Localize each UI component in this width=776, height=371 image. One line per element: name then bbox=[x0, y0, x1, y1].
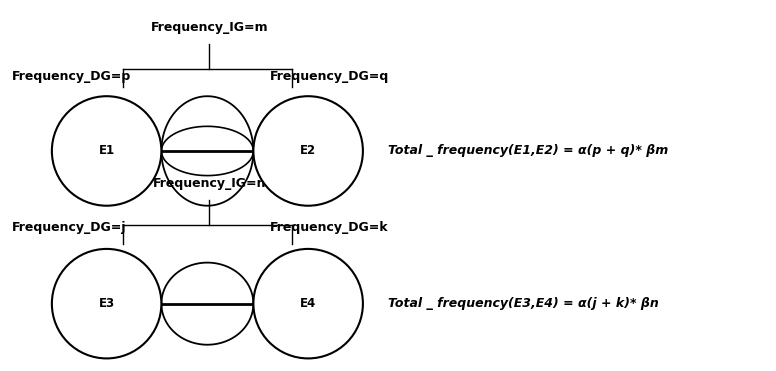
Text: Frequency_DG=k: Frequency_DG=k bbox=[270, 221, 389, 234]
Text: E1: E1 bbox=[99, 144, 115, 157]
Text: Frequency_IG=n: Frequency_IG=n bbox=[153, 177, 266, 190]
Text: Frequency_DG=j: Frequency_DG=j bbox=[12, 221, 126, 234]
Text: Total _ frequency(E3,E4) = α(j + k)* βn: Total _ frequency(E3,E4) = α(j + k)* βn bbox=[388, 297, 659, 310]
Text: Total _ frequency(E1,E2) = α(p + q)* βm: Total _ frequency(E1,E2) = α(p + q)* βm bbox=[388, 144, 668, 157]
Text: Frequency_DG=p: Frequency_DG=p bbox=[12, 70, 131, 83]
Text: Frequency_IG=m: Frequency_IG=m bbox=[151, 21, 268, 34]
Ellipse shape bbox=[254, 96, 363, 206]
Ellipse shape bbox=[52, 249, 161, 358]
Ellipse shape bbox=[254, 249, 363, 358]
Text: E3: E3 bbox=[99, 297, 115, 310]
Ellipse shape bbox=[52, 96, 161, 206]
Text: Frequency_DG=q: Frequency_DG=q bbox=[270, 70, 390, 83]
Text: E4: E4 bbox=[300, 297, 317, 310]
Text: E2: E2 bbox=[300, 144, 316, 157]
